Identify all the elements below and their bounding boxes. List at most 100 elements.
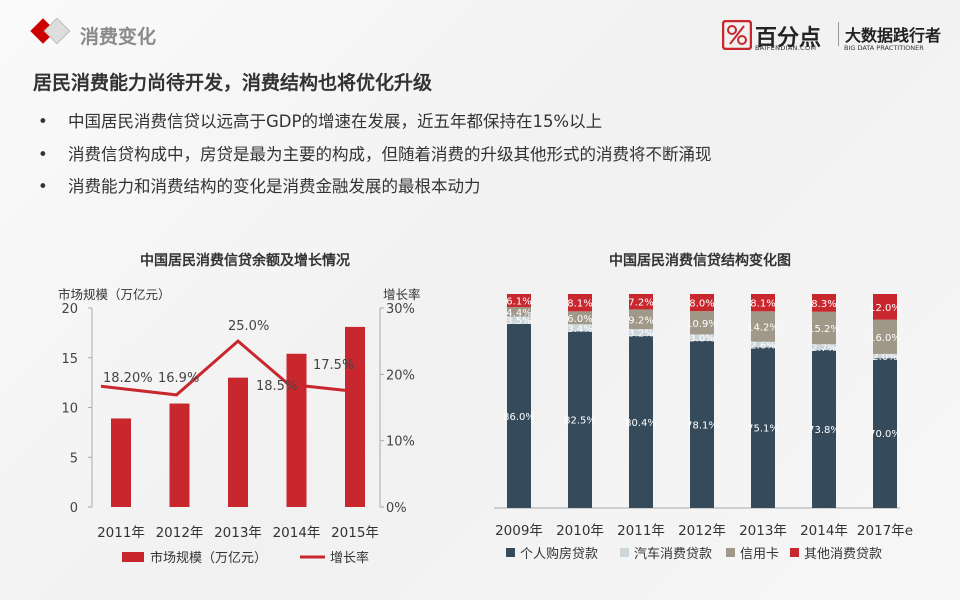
bar — [345, 326, 365, 507]
stack-segment — [873, 294, 897, 320]
x-tick-label: 2011年 — [617, 523, 665, 539]
legend-swatch — [790, 548, 799, 557]
stack-segment — [568, 324, 592, 332]
stack-segment — [690, 311, 714, 335]
data-label: 2.7% — [811, 343, 836, 354]
bullet-text: 消费信贷构成中，房贷是最为主要的构成，但随着消费的升级其他形式的消费将不断涌现 — [68, 145, 712, 164]
data-label: 6.0% — [567, 314, 592, 325]
bar — [228, 377, 248, 507]
y2-tick-label: 20% — [386, 368, 415, 383]
x-tick-label: 2013年 — [214, 525, 262, 541]
data-label: 80.4% — [625, 418, 657, 429]
y-tick-label: 15 — [61, 352, 78, 367]
chart2: 86.0% 3.5%4.4%6.1% 2009年 82.5% 3.4%6.0% 8.1% 2… — [494, 294, 913, 562]
legend-swatch — [620, 548, 629, 557]
y2-axis-label: 增长率 — [383, 287, 421, 302]
data-label: 15.2% — [808, 324, 840, 335]
section-logo-icon — [30, 18, 71, 45]
data-label: 8.3% — [811, 299, 836, 310]
y-tick-label: 20 — [61, 302, 78, 317]
bullet-text: 中国居民消费信贷以远高于GDP的增速在发展，近五年都保持在15%以上 — [68, 112, 603, 131]
x-tick-label: 2013年 — [739, 523, 787, 539]
x-tick-label: 2014年 — [273, 525, 321, 541]
stack-segment — [690, 340, 714, 508]
stack-segment — [568, 331, 592, 508]
data-label: 82.5% — [564, 416, 596, 427]
legend-label: 信用卡 — [740, 547, 779, 562]
data-label: 16.9% — [158, 371, 199, 386]
data-label: 9.2% — [628, 315, 653, 326]
data-label: 78.1% — [686, 420, 718, 431]
chart1-title: 中国居民消费信贷余额及增长情况 — [140, 253, 350, 269]
bullet-item: • 消费信贷构成中，房贷是最为主要的构成，但随着消费的升级其他形式的消费将不断涌现 — [38, 141, 712, 165]
stack-segment — [812, 294, 836, 312]
data-label: 86.0% — [503, 412, 535, 423]
stack-segment — [629, 335, 653, 508]
legend-swatch — [506, 548, 515, 557]
legend-label: 市场规模（万亿元） — [150, 550, 267, 566]
data-label: 3.0% — [689, 334, 714, 345]
stack-segment — [690, 334, 714, 341]
data-label: 18.20% — [103, 371, 153, 386]
data-label: 2.6% — [750, 341, 775, 352]
chart1: 0 5 10 15 20 0% 10% 20% 30% 市场规模（万亿元） 增长率 2011年 2012… — [58, 287, 421, 566]
stack-segment — [751, 311, 775, 342]
percent-logo-icon — [722, 20, 752, 50]
data-label: 8.1% — [567, 299, 592, 310]
stack-segment — [507, 294, 531, 308]
x-tick-label: 2012年 — [678, 523, 726, 539]
stack-segment — [873, 319, 897, 354]
bullet-item: • 消费能力和消费结构的变化是消费金融发展的最根本动力 — [38, 173, 481, 197]
y2-tick-label: 30% — [386, 302, 415, 317]
stack-segment — [873, 358, 897, 508]
brand-slogan: 大数据践行者 — [838, 22, 941, 46]
brand-slogan-en: BIG DATA PRACTITIONER — [844, 44, 924, 52]
data-label: 2.0% — [872, 352, 897, 363]
data-label: 10.9% — [686, 319, 718, 330]
y-tick-label: 0 — [70, 501, 78, 516]
stack-segment — [751, 347, 775, 508]
bullet-dot: • — [38, 112, 48, 131]
x-tick-label: 2017年e — [857, 523, 913, 539]
stack-segment — [568, 311, 592, 325]
stack-segment — [507, 316, 531, 324]
stack-segment — [507, 323, 531, 508]
data-label: 17.5% — [313, 358, 354, 373]
legend-swatch — [726, 548, 735, 557]
data-label: 4.4% — [506, 308, 531, 319]
stack-segment — [629, 329, 653, 336]
stack-segment — [629, 309, 653, 330]
data-label: 3.5% — [506, 316, 531, 327]
x-tick-label: 2014年 — [800, 523, 848, 539]
brand-name: 百分点 — [755, 26, 822, 51]
x-tick-label: 2010年 — [556, 523, 604, 539]
legend-label: 其他消费贷款 — [804, 547, 882, 562]
data-label: 6.1% — [506, 297, 531, 308]
growth-line — [100, 339, 351, 397]
chart2-title: 中国居民消费信贷结构变化图 — [609, 253, 791, 269]
legend-bar-swatch — [122, 552, 144, 562]
bar — [286, 353, 307, 507]
data-label: 75.1% — [747, 424, 779, 435]
data-label: 14.2% — [747, 323, 779, 334]
stack-segment — [812, 350, 836, 508]
data-label: 12.0% — [869, 303, 901, 314]
data-label: 25.0% — [228, 319, 269, 334]
headline: 居民消费能力尚待开发，消费结构也将优化升级 — [33, 72, 433, 94]
y-tick-label: 10 — [61, 402, 78, 417]
bar — [169, 403, 190, 507]
data-label: 7.2% — [628, 298, 653, 309]
bullet-item: • 中国居民消费信贷以远高于GDP的增速在发展，近五年都保持在15%以上 — [38, 108, 602, 132]
bullet-dot: • — [38, 145, 48, 164]
stack-segment — [751, 341, 775, 348]
y2-tick-label: 10% — [386, 435, 415, 450]
x-tick-label: 2015年 — [331, 525, 379, 541]
y2-tick-label: 0% — [386, 501, 407, 516]
legend-label: 增长率 — [330, 550, 369, 566]
stack-segment — [629, 294, 653, 310]
data-label: 18.5% — [256, 379, 297, 394]
data-label: 16.0% — [869, 333, 901, 344]
data-label: 73.8% — [808, 425, 840, 436]
bullet-dot: • — [38, 177, 48, 196]
data-label: 8.1% — [750, 299, 775, 310]
